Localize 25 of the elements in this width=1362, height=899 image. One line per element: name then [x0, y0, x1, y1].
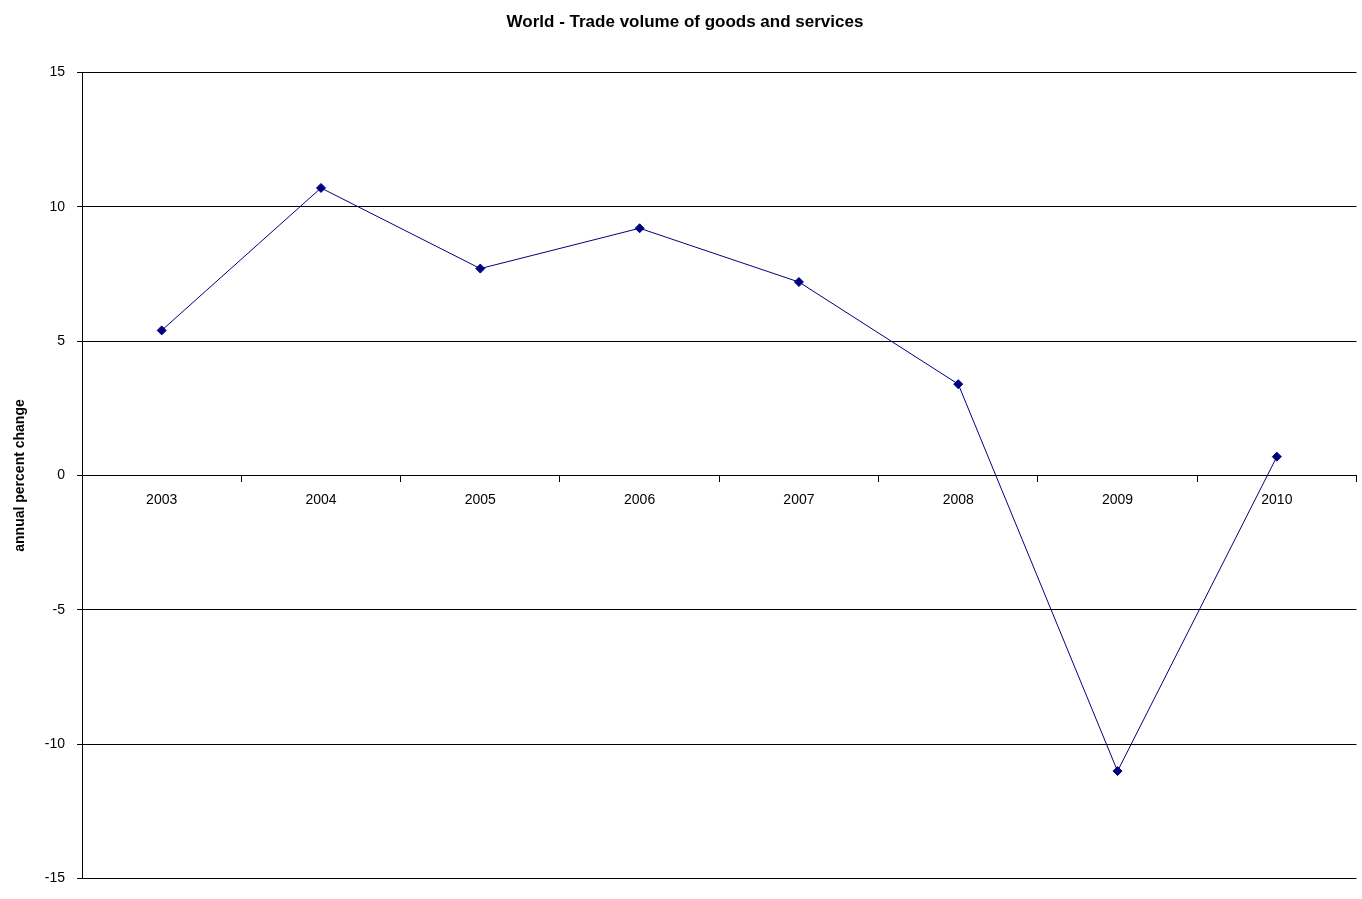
point [634, 223, 645, 234]
x-tick-label: 2008 [942, 490, 975, 507]
y-tick-label: 5 [57, 331, 66, 348]
point [475, 263, 486, 274]
y-tick-label: 15 [49, 63, 66, 80]
point [793, 277, 804, 288]
x-tick-label: 2006 [624, 490, 656, 507]
y-axis-title: annual percent change [11, 399, 28, 552]
y-tick-label: 0 [57, 466, 66, 483]
x-tick-label: 2004 [305, 490, 337, 507]
y-tick-label: -10 [44, 735, 66, 752]
x-tick-label: 2010 [1261, 490, 1293, 507]
x-tick-label: 2007 [783, 490, 815, 507]
y-tick-label: 10 [49, 197, 66, 214]
point [156, 325, 167, 336]
point [316, 182, 326, 193]
y-tick-label: -5 [52, 600, 66, 617]
y-tick-label: -15 [44, 869, 66, 886]
chart-title: World - Trade volume of goods and services [506, 11, 864, 31]
point [953, 379, 964, 390]
point [1112, 766, 1123, 777]
x-tick-label: 2003 [146, 490, 178, 507]
point [1271, 451, 1282, 462]
x-tick-label: 2009 [1101, 490, 1134, 507]
x-tick-label: 2005 [464, 490, 497, 507]
